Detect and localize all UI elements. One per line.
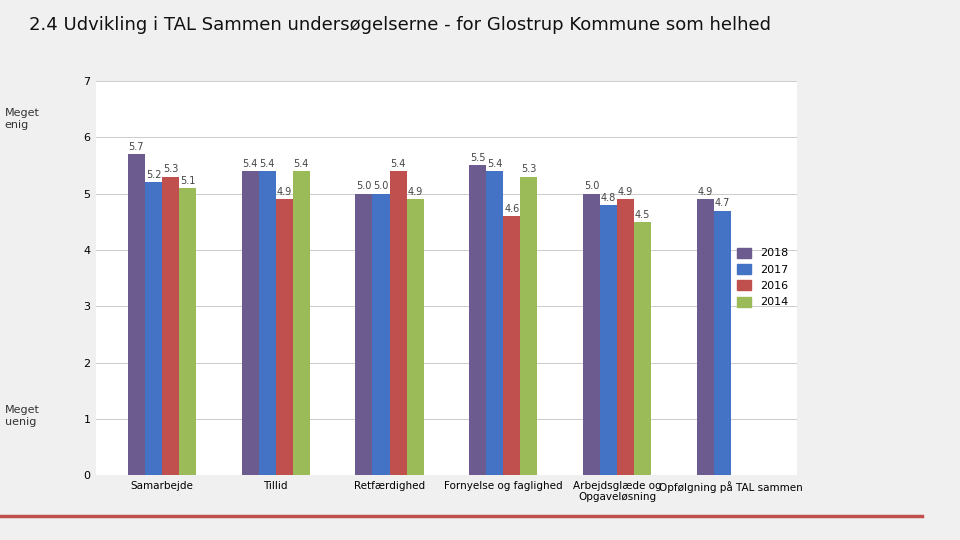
Text: 5.3: 5.3 [521, 165, 537, 174]
Bar [520, 177, 538, 475]
Text: 5.0: 5.0 [356, 181, 372, 191]
Bar [242, 171, 258, 475]
Text: 5.4: 5.4 [487, 159, 502, 169]
Text: 5.4: 5.4 [294, 159, 309, 169]
Bar [713, 211, 731, 475]
Text: 5.4: 5.4 [259, 159, 275, 169]
Bar [180, 188, 196, 475]
Bar [145, 183, 162, 475]
Text: 4.7: 4.7 [714, 198, 730, 208]
Bar [162, 177, 180, 475]
Bar [486, 171, 503, 475]
Bar [390, 171, 407, 475]
Text: 4.9: 4.9 [276, 187, 292, 197]
Bar [600, 205, 617, 475]
Bar [469, 165, 486, 475]
Text: 5.1: 5.1 [180, 176, 195, 186]
Text: 5.0: 5.0 [373, 181, 389, 191]
Text: 5.4: 5.4 [243, 159, 258, 169]
Text: 4.9: 4.9 [618, 187, 634, 197]
Text: 5.5: 5.5 [470, 153, 486, 163]
Bar [355, 194, 372, 475]
Text: 5.4: 5.4 [391, 159, 406, 169]
Legend: 2018, 2017, 2016, 2014: 2018, 2017, 2016, 2014 [734, 244, 791, 310]
Bar [503, 216, 520, 475]
Bar [258, 171, 276, 475]
Bar [635, 222, 651, 475]
Text: 5.2: 5.2 [146, 170, 161, 180]
Text: 5.3: 5.3 [163, 165, 179, 174]
Text: 4.9: 4.9 [407, 187, 422, 197]
Text: 4.5: 4.5 [635, 210, 650, 220]
Bar [276, 199, 293, 475]
Text: 2.4 Udvikling i TAL Sammen undersøgelserne - for Glostrup Kommune som helhed: 2.4 Udvikling i TAL Sammen undersøgelser… [29, 16, 771, 34]
Bar [407, 199, 423, 475]
Text: 4.8: 4.8 [601, 193, 616, 202]
Bar [583, 194, 600, 475]
Text: Meget
enig: Meget enig [5, 108, 39, 130]
Text: 4.9: 4.9 [698, 187, 713, 197]
Bar [128, 154, 145, 475]
Text: 4.6: 4.6 [504, 204, 519, 214]
Bar [372, 194, 390, 475]
Text: 5.7: 5.7 [129, 142, 144, 152]
Bar [697, 199, 713, 475]
Text: Meget
uenig: Meget uenig [5, 405, 39, 427]
Text: 5.0: 5.0 [584, 181, 599, 191]
Bar [293, 171, 310, 475]
Bar [617, 199, 635, 475]
